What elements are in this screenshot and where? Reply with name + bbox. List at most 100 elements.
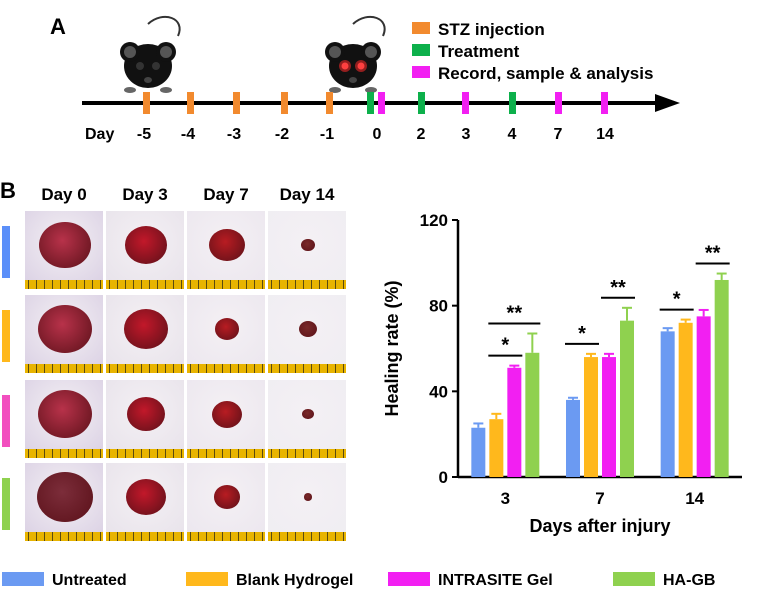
y-tick-label: 80 (429, 297, 448, 316)
legend-intrasite-gel: INTRASITE Gel (388, 572, 553, 590)
column-header-day-7: Day 7 (203, 185, 249, 204)
legend-label: Record, sample & analysis (438, 64, 654, 83)
row-indicator-blank-hydrogel (2, 310, 10, 362)
bar-intrasite-gel (696, 316, 711, 477)
legend-label: Untreated (52, 572, 127, 589)
bar-untreated (660, 331, 675, 477)
timeline-mark-stz (187, 92, 194, 114)
bar-intrasite-gel (507, 367, 522, 477)
ruler (268, 364, 346, 373)
y-axis-label: Healing rate (%) (382, 280, 402, 416)
wound (302, 408, 314, 420)
timeline-mark-treatment (367, 92, 374, 114)
bar-blank-hydrogel (678, 322, 693, 477)
wound (124, 309, 168, 349)
significance-label: ** (705, 243, 721, 265)
wound-photo (186, 210, 266, 290)
ruler (268, 449, 346, 458)
y-tick-label: 0 (439, 468, 448, 487)
bar-untreated (566, 399, 580, 477)
wound-photo (186, 294, 266, 374)
wound-photo (267, 210, 347, 290)
day-label: -3 (226, 126, 242, 143)
wound (38, 304, 92, 354)
day-label: 2 (416, 126, 426, 143)
ruler (187, 364, 265, 373)
bar-intrasite-gel (602, 357, 616, 477)
ruler (25, 280, 103, 289)
timeline-mark-stz (143, 92, 150, 114)
bar-blank-hydrogel (584, 357, 598, 477)
panel-a-label: A (50, 14, 66, 39)
legend-label: Blank Hydrogel (236, 572, 354, 589)
wound (301, 238, 315, 252)
row-indicator-ha-gb (2, 478, 10, 530)
wound-photo (24, 379, 104, 459)
ruler (25, 449, 103, 458)
wound (127, 396, 165, 432)
row-indicator-untreated (2, 226, 10, 278)
legend-label: HA-GB (663, 572, 716, 589)
wound-photo (267, 379, 347, 459)
mouse-normal-icon (120, 15, 181, 93)
day-label: 0 (372, 126, 382, 143)
legend-label: STZ injection (438, 20, 545, 39)
timeline-mark-stz (281, 92, 288, 114)
timeline-mark-treatment (418, 92, 425, 114)
day-label: -4 (180, 126, 196, 143)
legend-blank-hydrogel: Blank Hydrogel (186, 572, 353, 590)
wound-photo (267, 294, 347, 374)
timeline-mark-record (555, 92, 562, 114)
mouse-diabetic-icon (325, 15, 386, 93)
wound-photo (105, 462, 185, 542)
ruler (268, 532, 346, 541)
healing-rate-chart: 0 40 80 120 Healing rate (%) 3 7 14 Days after i… (382, 211, 742, 536)
legend-swatch (412, 66, 430, 78)
timeline-mark-record (601, 92, 608, 114)
legend-label: Treatment (438, 42, 520, 61)
significance-label: ** (610, 277, 626, 299)
wound (214, 485, 240, 509)
wound (38, 389, 92, 439)
legend-swatch (2, 572, 44, 586)
bar-untreated (471, 427, 486, 477)
column-header-day-0: Day 0 (41, 185, 87, 204)
legend-stz: STZ injection (412, 20, 545, 40)
timeline-mark-record (378, 92, 385, 114)
wound-photo (105, 210, 185, 290)
significance-label: * (501, 335, 509, 357)
day-prefix: Day (85, 126, 115, 143)
y-tick-label: 120 (420, 211, 448, 230)
wound (126, 479, 166, 515)
panel-b-label: B (0, 178, 16, 203)
legend-swatch (186, 572, 228, 586)
ruler (106, 364, 184, 373)
day-label: 7 (553, 126, 563, 143)
column-header-day-3: Day 3 (122, 185, 168, 204)
wound (212, 400, 242, 428)
row-indicator-intrasite (2, 395, 10, 447)
bar-blank-hydrogel (489, 419, 504, 477)
legend-untreated: Untreated (2, 572, 127, 590)
timeline (82, 92, 680, 114)
significance-label: * (673, 289, 681, 311)
legend-swatch (412, 22, 430, 34)
legend-record: Record, sample & analysis (412, 64, 653, 84)
ruler (106, 449, 184, 458)
day-label: -1 (319, 126, 335, 143)
timeline-mark-treatment (509, 92, 516, 114)
wound-photo (267, 462, 347, 542)
wound (215, 318, 239, 340)
wound-photo (186, 462, 266, 542)
ruler (106, 280, 184, 289)
day-label: -2 (274, 126, 290, 143)
ruler (187, 532, 265, 541)
x-tick-label: 3 (501, 489, 510, 508)
column-header-day-14: Day 14 (279, 185, 335, 204)
legend-ha-gb: HA-GB (613, 572, 715, 590)
wound-photo (24, 294, 104, 374)
wound (304, 493, 312, 501)
ruler (25, 364, 103, 373)
wound (37, 471, 93, 523)
day-label: 3 (461, 126, 471, 143)
